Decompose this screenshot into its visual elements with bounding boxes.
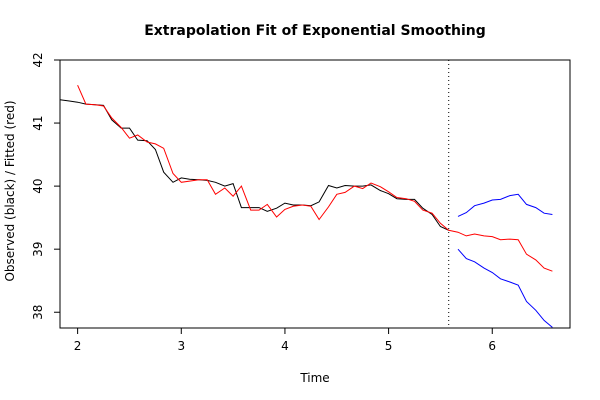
lower-forecast-line	[457, 248, 553, 328]
y-tick-label: 39	[31, 242, 45, 257]
y-axis: 38 39 40 41 42	[31, 52, 60, 320]
x-tick-label: 5	[385, 339, 393, 353]
x-axis-label: Time	[299, 371, 329, 385]
y-tick-label: 38	[31, 305, 45, 320]
x-axis: 2 3 4 5 6	[74, 328, 496, 353]
y-tick-label: 41	[31, 115, 45, 130]
plot-frame	[59, 59, 571, 329]
y-tick-label: 42	[31, 52, 45, 67]
x-tick-label: 2	[74, 339, 82, 353]
x-tick-label: 6	[488, 339, 496, 353]
x-tick-label: 3	[177, 339, 185, 353]
upper-forecast-line	[457, 193, 553, 217]
fitted-line	[77, 84, 553, 272]
y-axis-label: Observed (black) / Fitted (red)	[3, 100, 17, 281]
observed-line	[59, 99, 449, 231]
chart-title: Extrapolation Fit of Exponential Smoothi…	[144, 23, 486, 39]
y-tick-label: 40	[31, 178, 45, 193]
x-tick-label: 4	[281, 339, 289, 353]
series-layer	[59, 60, 553, 328]
